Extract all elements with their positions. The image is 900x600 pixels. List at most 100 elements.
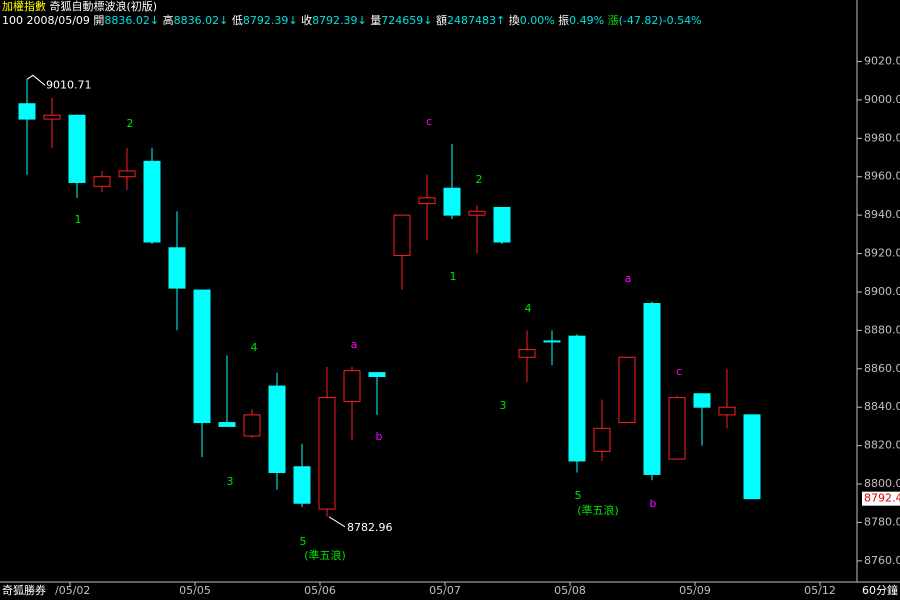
candle-body	[693, 393, 711, 408]
wave-label: c	[426, 115, 432, 128]
high-label: 9010.71	[46, 78, 92, 91]
y-tick-label: 8840.0	[864, 400, 900, 413]
last-price-label: 8792.4	[864, 492, 900, 505]
quote-label: 開	[93, 14, 105, 27]
y-tick-label: 8760.0	[864, 554, 900, 567]
wave-label: (準五浪)	[577, 503, 619, 517]
wave-label: 5	[300, 535, 307, 548]
quote-label: 振	[558, 14, 570, 27]
wave-label: 3	[500, 399, 507, 412]
quote-label: 高	[162, 14, 174, 27]
candle-body	[293, 466, 311, 504]
candle-body	[443, 187, 461, 216]
candle-body	[393, 214, 411, 256]
period-code: 100	[2, 14, 23, 27]
wave-label: a	[351, 338, 358, 351]
candle-body	[418, 197, 436, 205]
y-tick-label: 8940.0	[864, 208, 900, 221]
candle-body	[118, 170, 136, 178]
quote-label: 量	[370, 14, 382, 27]
candle-body	[718, 406, 736, 416]
candle-body	[368, 372, 386, 377]
candle-body	[93, 176, 111, 187]
y-tick-label: 8860.0	[864, 362, 900, 375]
quote-value: 0.49%	[569, 14, 605, 27]
y-tick-label: 8900.0	[864, 285, 900, 298]
candle-body	[218, 422, 236, 427]
y-tick-label: 9000.0	[864, 93, 900, 106]
wave-label: 3	[227, 475, 234, 488]
date: 2008/05/09	[26, 14, 90, 27]
wave-label: 2	[476, 173, 483, 186]
candle-body	[18, 103, 36, 120]
y-tick-label: 8800.0	[864, 477, 900, 490]
quote-value: 8792.39↓	[312, 14, 367, 27]
quote-value: 8836.02↓	[104, 14, 160, 27]
x-tick-label: 05/09	[679, 584, 711, 597]
candle-body	[343, 370, 361, 402]
period: 60分鐘	[862, 583, 898, 597]
candle-body	[568, 335, 586, 462]
brand: 奇狐勝券	[2, 583, 46, 597]
x-tick-label: 05/06	[304, 584, 336, 597]
wave-label: c	[676, 365, 682, 378]
candle-body	[193, 289, 211, 424]
y-tick-label: 9020.0	[864, 54, 900, 67]
candle-body	[743, 414, 761, 500]
candle-body	[643, 302, 661, 475]
quote-label: 額	[436, 14, 447, 27]
index-name: 加權指數	[2, 0, 46, 13]
candle-body	[518, 349, 536, 358]
high-pointer	[26, 74, 46, 86]
quote-label: 收	[301, 14, 313, 27]
candle-body	[168, 247, 186, 289]
header: 加權指數 奇狐自動標波浪(初版) 100 2008/05/09 開8836.02…	[2, 0, 702, 28]
quote-value: (-47.82)-0.54%	[618, 14, 702, 27]
x-tick-label: 05/05	[179, 584, 211, 597]
quote-value: 0.00%	[519, 14, 555, 27]
candle-body	[618, 356, 636, 424]
wave-label: b	[376, 430, 383, 443]
quote-label: 換	[508, 14, 520, 27]
y-tick-label: 8980.0	[864, 131, 900, 144]
x-tick-label: 05/07	[429, 584, 461, 597]
low-pointer	[328, 516, 346, 528]
quote-value: 8836.02↓	[173, 14, 229, 27]
header-line-2: 100 2008/05/09 開8836.02↓ 高8836.02↓ 低8792…	[2, 14, 702, 28]
candle-body	[143, 160, 161, 243]
wave-label: (準五浪)	[304, 548, 346, 562]
header-line-1: 加權指數 奇狐自動標波浪(初版)	[2, 0, 702, 14]
candle-body	[318, 397, 336, 510]
quote-label: 低	[231, 14, 243, 27]
low-label: 8782.96	[347, 521, 393, 534]
y-tick-label: 8960.0	[864, 170, 900, 183]
y-tick-label: 8880.0	[864, 323, 900, 336]
y-tick-label: 8820.0	[864, 439, 900, 452]
wave-label: 1	[75, 213, 82, 226]
candle-body	[268, 385, 286, 474]
last-price-box	[862, 491, 900, 506]
quote-value: 8792.39↓	[242, 14, 298, 27]
wave-label: 1	[450, 270, 457, 283]
candle-body	[243, 414, 261, 437]
candle-body	[43, 114, 61, 120]
candle-body	[543, 340, 561, 343]
wave-label: b	[650, 497, 657, 510]
y-tick-label: 8780.0	[864, 515, 900, 528]
candle-body	[493, 206, 511, 243]
indicator: 奇狐自動標波浪(初版)	[49, 0, 158, 13]
quote-value: 2487483↑	[447, 14, 506, 27]
x-tick-label: /05/02	[55, 584, 90, 597]
wave-label: 5	[575, 489, 582, 502]
candle-body	[593, 427, 611, 452]
candle-body	[468, 210, 486, 216]
wave-label: 4	[525, 302, 532, 315]
x-tick-label: 05/08	[554, 584, 586, 597]
wave-label: 2	[127, 117, 134, 130]
y-tick-label: 8920.0	[864, 247, 900, 260]
quote-value: 724659↓	[381, 14, 433, 27]
candle-body	[68, 114, 86, 183]
wave-label: a	[625, 272, 632, 285]
